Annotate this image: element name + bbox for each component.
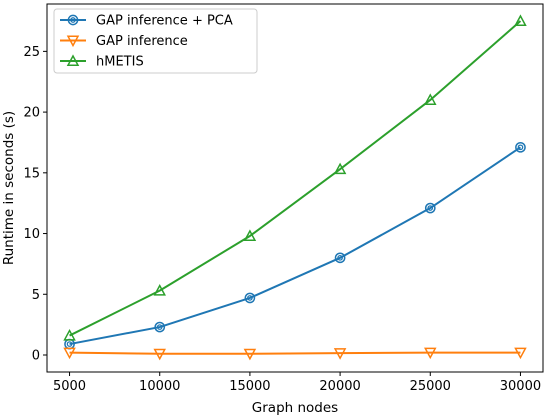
x-tick-label: 5000: [53, 379, 86, 394]
data-point-marker-inner: [427, 205, 434, 211]
plot-frame: [46, 3, 544, 373]
legend-box: [53, 8, 258, 74]
data-point-marker: [243, 229, 257, 241]
series-1: [64, 141, 526, 350]
y-tick-label: 0: [32, 348, 40, 363]
legend-item: hMETIS: [60, 54, 144, 70]
y-axis-ticks: 0 5 10 15 20 25: [23, 45, 47, 363]
legend-label: hMETIS: [96, 55, 144, 70]
y-axis-label: Runtime in seconds (s): [1, 111, 17, 265]
data-point-marker-inner: [66, 341, 73, 347]
legend-marker: [66, 35, 80, 48]
x-tick-label: 20000: [319, 379, 360, 394]
data-point-marker: [334, 252, 346, 264]
data-point-marker: [333, 162, 347, 175]
series-2: [63, 347, 527, 361]
y-tick-label: 20: [23, 106, 40, 121]
data-point-marker: [63, 347, 76, 360]
legend-item: GAP inference: [60, 34, 188, 49]
x-axis-label: Graph nodes: [252, 400, 338, 416]
series-line: [69, 351, 521, 355]
data-point-marker: [424, 202, 436, 214]
x-axis-ticks: 5000 10000 15000 20000 25000 30000: [53, 372, 541, 394]
y-tick-label: 5: [32, 288, 40, 303]
data-point-marker: [243, 348, 257, 361]
data-point-marker: [515, 141, 526, 153]
legend-marker: [67, 14, 79, 26]
series-3: [63, 14, 527, 341]
series-line: [69, 20, 522, 337]
data-point-marker: [153, 348, 166, 361]
legend: GAP inference + PCA GAP inference hMETIS: [53, 8, 258, 74]
y-tick-label: 25: [23, 45, 40, 60]
data-point-marker-inner: [247, 295, 253, 301]
legend-label: GAP inference: [96, 34, 188, 49]
x-tick-label: 25000: [410, 379, 451, 394]
legend-item: GAP inference + PCA: [60, 14, 233, 29]
data-point-marker: [63, 328, 76, 341]
x-tick-label: 10000: [139, 379, 180, 394]
data-point-marker: [424, 93, 437, 105]
data-point-marker: [154, 321, 166, 333]
legend-marker-inner: [70, 17, 76, 23]
data-point-marker: [153, 284, 166, 296]
legend-label: GAP inference + PCA: [96, 14, 233, 29]
data-point-marker: [514, 14, 527, 27]
y-tick-label: 15: [23, 166, 40, 181]
data-point-marker: [333, 348, 347, 360]
legend-marker: [66, 54, 80, 66]
x-tick-label: 30000: [500, 379, 541, 394]
data-point-marker-inner: [156, 324, 163, 330]
series-line: [69, 146, 522, 346]
series-layer: [63, 14, 527, 361]
data-point-marker: [424, 347, 437, 360]
data-point-marker: [244, 292, 256, 304]
data-point-marker-inner: [517, 144, 524, 151]
x-tick-label: 15000: [229, 379, 270, 394]
data-point-marker-inner: [337, 254, 343, 261]
y-tick-label: 10: [23, 227, 40, 242]
data-point-marker: [514, 347, 527, 360]
